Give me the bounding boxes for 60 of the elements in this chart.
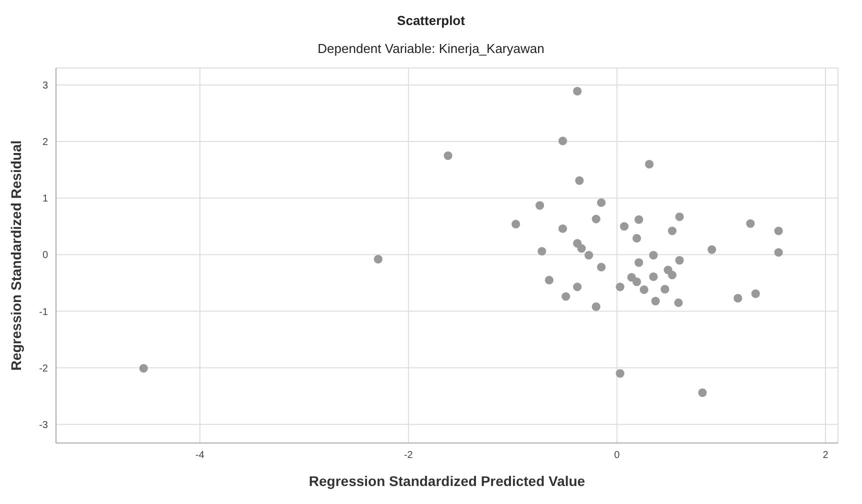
point: [558, 136, 568, 146]
point: [660, 284, 670, 294]
point: [512, 220, 520, 228]
point: [592, 302, 600, 311]
point: [698, 388, 707, 397]
point: [649, 250, 658, 260]
point: [444, 151, 452, 160]
point: [644, 160, 654, 168]
point: [668, 270, 677, 280]
point: [573, 86, 582, 96]
point: [675, 256, 684, 265]
point: [535, 201, 544, 210]
point: [620, 222, 629, 231]
point: [592, 214, 600, 224]
point: [751, 289, 760, 298]
point: [708, 245, 716, 254]
point: [575, 176, 584, 185]
point: [632, 278, 642, 286]
y-tick-label: -1: [39, 306, 48, 318]
y-tick-label: 2: [42, 137, 48, 148]
y-tick-label: 3: [42, 80, 48, 92]
point: [774, 226, 783, 236]
point: [774, 248, 783, 257]
point: [616, 282, 624, 292]
point: [597, 262, 606, 272]
y-tick-label: 0: [42, 250, 48, 262]
x-tick-label: 2: [822, 450, 829, 462]
point: [139, 364, 148, 373]
point: [651, 296, 660, 306]
point: [675, 212, 684, 222]
y-tick-label: -3: [39, 420, 48, 431]
point: [634, 215, 644, 224]
point: [668, 226, 677, 236]
point: [584, 250, 594, 260]
point: [634, 258, 644, 267]
point: [558, 224, 568, 233]
point: [674, 298, 683, 308]
point: [577, 244, 586, 253]
point: [562, 292, 570, 301]
point: [374, 254, 382, 264]
point: [627, 272, 636, 282]
x-tick-label: -4: [195, 450, 205, 462]
y-tick-label: 1: [42, 194, 48, 205]
y-tick-label: -2: [39, 363, 48, 374]
point: [597, 198, 606, 207]
x-tick-label: -2: [404, 450, 414, 462]
point: [573, 282, 582, 292]
point: [538, 246, 546, 256]
point: [746, 219, 755, 228]
chart-title: Scatterplot: [396, 12, 466, 30]
x-tick-label: 0: [614, 450, 620, 462]
point: [649, 272, 658, 282]
chart-subtitle: Dependent Variable: Kinerja_Karyawan: [316, 40, 546, 58]
point: [640, 285, 648, 294]
point: [544, 276, 554, 284]
x-axis-title: Regression Standardized Predicted Value: [308, 473, 586, 489]
point: [632, 234, 642, 243]
point: [616, 369, 624, 378]
y-axis-title: Regression Standardized Residual: [8, 140, 24, 371]
point: [734, 294, 742, 303]
